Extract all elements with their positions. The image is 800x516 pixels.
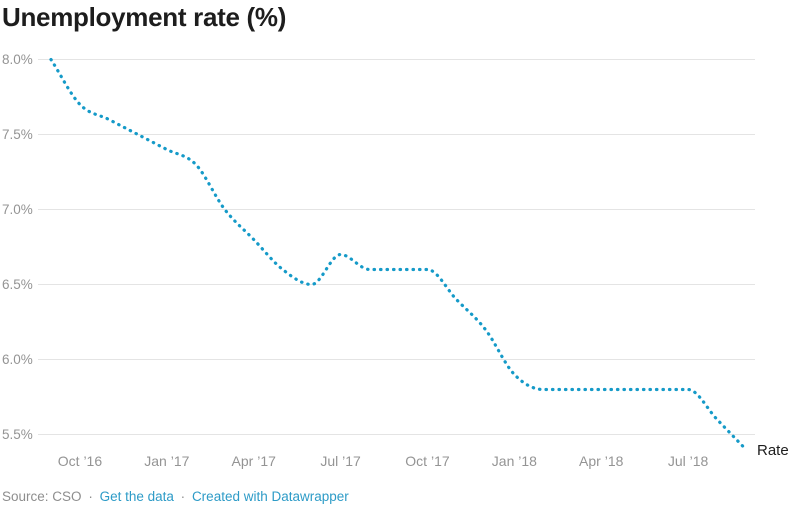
y-axis-tick-label: 7.0% bbox=[2, 201, 33, 217]
x-axis-tick-label: Jan ’18 bbox=[491, 453, 537, 469]
datawrapper-credit-link[interactable]: Created with Datawrapper bbox=[191, 489, 349, 504]
separator-dot: · bbox=[88, 489, 93, 504]
source-name: CSO bbox=[52, 489, 82, 504]
rate-series-line bbox=[49, 57, 748, 452]
series-label-rate: Rate bbox=[757, 442, 789, 459]
y-axis-tick-label: 7.5% bbox=[2, 126, 33, 142]
x-axis-tick-label: Jul ’18 bbox=[667, 453, 709, 469]
footer: Source: CSO · Get the data · Created wit… bbox=[2, 489, 349, 504]
y-axis-tick-label: 6.5% bbox=[2, 276, 33, 292]
y-axis-tick-label: 8.0% bbox=[2, 51, 33, 67]
chart-title: Unemployment rate (%) bbox=[2, 2, 287, 32]
x-axis-tick-label: Jan ’17 bbox=[144, 453, 190, 469]
get-the-data-link[interactable]: Get the data bbox=[99, 489, 174, 504]
y-axis-tick-label: 6.0% bbox=[2, 351, 33, 367]
source-label: Source: bbox=[2, 489, 49, 504]
x-axis-tick-label: Oct ’16 bbox=[57, 453, 103, 469]
separator-dot: · bbox=[180, 489, 186, 504]
x-axis-tick-label: Oct ’17 bbox=[405, 453, 450, 469]
x-axis-tick-label: Apr ’18 bbox=[579, 453, 624, 469]
x-axis-tick-label: Apr ’17 bbox=[231, 453, 276, 469]
y-axis-tick-label: 5.5% bbox=[2, 426, 33, 442]
x-axis-tick-label: Jul ’17 bbox=[320, 453, 361, 469]
